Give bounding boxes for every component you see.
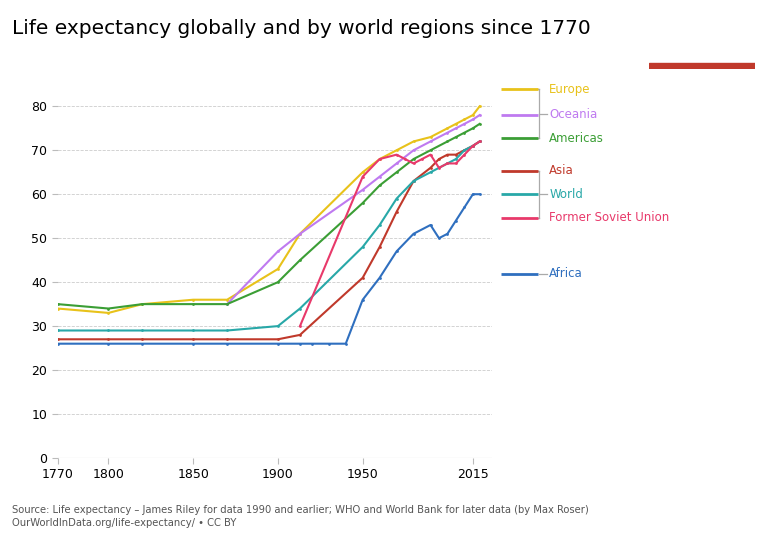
Text: Europe: Europe	[549, 83, 591, 96]
Bar	[649, 63, 755, 69]
Text: Americas: Americas	[549, 132, 604, 145]
Text: Asia: Asia	[549, 164, 574, 177]
Text: Our World: Our World	[672, 30, 732, 40]
Text: Source: Life expectancy – James Riley for data 1990 and earlier; WHO and World B: Source: Life expectancy – James Riley fo…	[12, 505, 588, 515]
Text: Oceania: Oceania	[549, 108, 598, 121]
Text: Life expectancy globally and by world regions since 1770: Life expectancy globally and by world re…	[12, 19, 591, 38]
Text: Former Soviet Union: Former Soviet Union	[549, 211, 670, 224]
Text: Africa: Africa	[549, 267, 583, 280]
Text: World: World	[549, 188, 583, 201]
Text: in Data: in Data	[680, 46, 723, 56]
Text: OurWorldInData.org/life-expectancy/ • CC BY: OurWorldInData.org/life-expectancy/ • CC…	[12, 518, 236, 528]
